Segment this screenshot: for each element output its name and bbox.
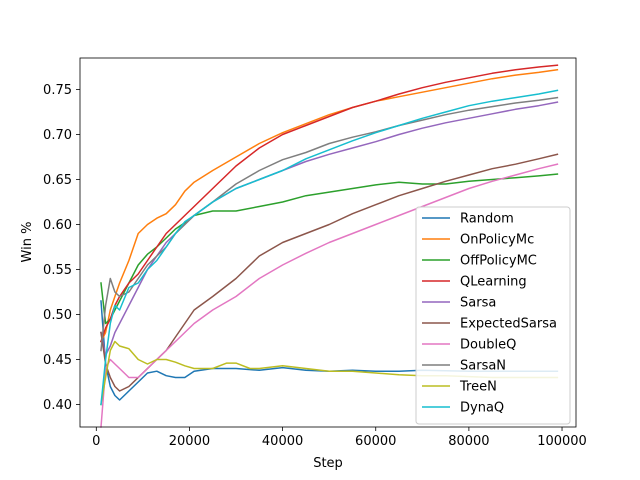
y-tick-label: 0.75 (43, 83, 72, 98)
series-line-offpolicymc (100, 173, 559, 325)
series-line-dynaq (100, 89, 559, 406)
y-tick-label: 0.55 (43, 263, 72, 278)
legend-label: TreeN (459, 380, 497, 395)
x-axis-label: Step (313, 456, 343, 471)
y-tick-label: 0.45 (43, 353, 72, 368)
x-tick-label: 100000 (537, 434, 587, 449)
x-tick-label: 20000 (169, 434, 210, 449)
legend-label: Random (460, 212, 514, 227)
series-line-onpolicymc (99, 68, 559, 343)
legend-label: DynaQ (460, 401, 504, 416)
x-tick-label: 40000 (262, 434, 303, 449)
y-tick-label: 0.65 (43, 173, 72, 188)
axes-layer: 0 20000 40000 60000 80000 100000 0.40 0.45 0.50 0… (43, 57, 587, 449)
legend-label: ExpectedSarsa (460, 317, 557, 332)
legend-label: SarsaN (460, 359, 506, 374)
legend-box (415, 206, 571, 425)
legend-label: OffPolicyMC (460, 254, 537, 269)
legend-label: OnPolicyMc (460, 233, 534, 248)
series-line-qlearning (100, 64, 559, 343)
y-tick-label: 0.60 (43, 218, 72, 233)
y-axis-label: Win % (20, 222, 35, 263)
y-tick-label: 0.70 (43, 128, 72, 143)
legend-label: QLearning (460, 275, 527, 290)
series-layer (99, 64, 559, 428)
legend-label: Sarsa (460, 296, 496, 311)
plot-frame (79, 57, 577, 428)
series-line-random (100, 300, 559, 401)
series-line-doubleq (100, 163, 559, 428)
y-tick-label: 0.50 (43, 308, 72, 323)
legend-label: DoubleQ (460, 338, 516, 353)
x-tick-label: 60000 (355, 434, 396, 449)
x-tick-label: 80000 (448, 434, 489, 449)
legend: Random OnPolicyMc OffPolicyMC QLearning Sars… (415, 206, 571, 425)
x-tick-label: 0 (92, 434, 100, 449)
y-tick-label: 0.40 (43, 398, 72, 413)
series-line-expectedsarsa (100, 153, 559, 392)
